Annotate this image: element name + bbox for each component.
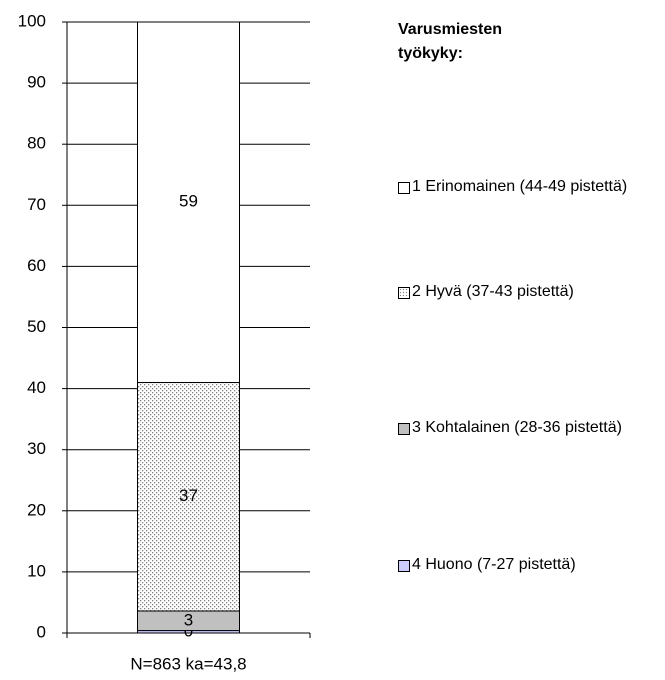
y-tick-label: 80 <box>27 134 46 153</box>
y-tick-label: 60 <box>27 256 46 275</box>
y-tick-label: 100 <box>18 11 46 30</box>
legend-label: 1 Erinomainen (44-49 pistettä) <box>412 178 628 195</box>
data-label: 59 <box>179 192 198 211</box>
legend-label: 4 Huono (7-27 pistettä) <box>412 556 576 573</box>
legend-swatch <box>398 423 410 435</box>
legend: Varusmiesten työkyky: 1 Erinomainen (44-… <box>398 18 663 573</box>
y-tick-label: 70 <box>27 195 46 214</box>
legend-entry: 3 Kohtalainen (28-36 pistettä) <box>398 417 663 439</box>
legend-label: 3 Kohtalainen (28-36 pistettä) <box>412 419 622 436</box>
y-tick-label: 50 <box>27 317 46 336</box>
data-label: 3 <box>184 610 193 629</box>
legend-entry: 1 Erinomainen (44-49 pistettä) <box>398 176 663 198</box>
legend-label: 2 Hyvä (37-43 pistettä) <box>412 283 574 300</box>
legend-title: Varusmiesten työkyky: <box>398 21 503 62</box>
y-tick-label: 40 <box>27 378 46 397</box>
data-label: 37 <box>179 486 198 505</box>
legend-swatch <box>398 287 410 299</box>
y-tick-label: 90 <box>27 73 46 92</box>
legend-entry: 2 Hyvä (37-43 pistettä) <box>398 281 663 303</box>
bar-segment <box>137 381 240 612</box>
y-tick-label: 20 <box>27 500 46 519</box>
legend-swatch <box>398 182 410 194</box>
legend-swatch <box>398 560 410 572</box>
y-tick-label: 10 <box>27 561 46 580</box>
bar-segment <box>137 21 240 383</box>
x-tick-label: N=863 ka=43,8 <box>130 654 246 673</box>
y-tick-label: 30 <box>27 439 46 458</box>
legend-entry: 4 Huono (7-27 pistettä) <box>398 554 663 576</box>
y-tick-label: 0 <box>37 622 46 641</box>
